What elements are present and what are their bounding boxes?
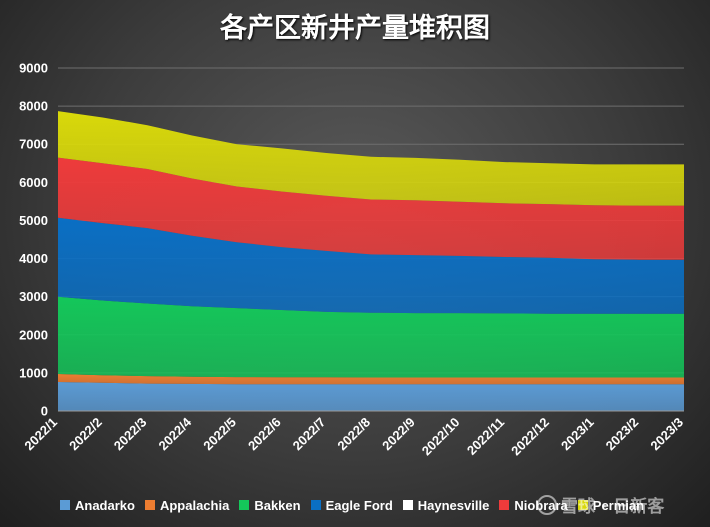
- x-tick-label: 2023/2: [603, 415, 642, 454]
- x-tick-label: 2022/10: [419, 415, 463, 459]
- x-tick-label: 2022/8: [334, 415, 373, 454]
- legend-swatch: [577, 500, 588, 510]
- legend-swatch: [144, 500, 155, 510]
- legend-label: Bakken: [254, 497, 301, 513]
- legend-swatch: [60, 500, 70, 510]
- x-tick-label: 2022/7: [290, 415, 329, 454]
- legend-label: Anadarko: [75, 497, 135, 513]
- legend-label: Permian: [592, 497, 645, 513]
- legend-swatch: [402, 500, 413, 510]
- watermark: 雪球 · 日新客: [537, 492, 664, 517]
- legend-label: Appalachia: [159, 497, 230, 513]
- area-bakken: [58, 296, 684, 378]
- y-tick-label: 8000: [19, 99, 48, 114]
- legend-swatch: [499, 500, 510, 510]
- legend-label: Eagle Ford: [325, 497, 393, 513]
- area-eagle-ford: [58, 217, 684, 314]
- y-tick-label: 6000: [19, 175, 48, 190]
- x-tick-label: 2022/12: [508, 415, 552, 459]
- snowball-logo-icon: [537, 494, 557, 515]
- legend-item: Bakken: [239, 497, 301, 513]
- area-appalachia: [58, 374, 684, 385]
- y-tick-label: 4000: [19, 251, 48, 266]
- legend-item: Eagle Ford: [310, 497, 393, 513]
- legend-item: Permian: [577, 497, 645, 513]
- legend-swatch: [310, 500, 321, 510]
- legend-item: Appalachia: [144, 497, 230, 513]
- y-tick-label: 2000: [19, 327, 48, 342]
- area-permian: [58, 111, 684, 206]
- x-tick-label: 2023/3: [647, 415, 686, 454]
- x-tick-label: 2022/4: [156, 414, 195, 453]
- y-tick-label: 3000: [19, 289, 48, 304]
- y-tick-label: 0: [41, 404, 48, 419]
- legend-item: Anadarko: [60, 498, 135, 513]
- area-niobrara: [58, 157, 684, 260]
- watermark-text: 雪球 · 日新客: [561, 497, 665, 517]
- x-tick-label: 2022/11: [464, 415, 507, 458]
- x-tick-label: 2022/6: [245, 415, 284, 454]
- area-anadarko: [58, 382, 684, 411]
- x-tick-label: 2022/5: [200, 415, 239, 454]
- legend-item: Haynesville: [402, 497, 490, 513]
- x-tick-label: 2022/1: [21, 415, 60, 454]
- y-tick-label: 7000: [19, 137, 48, 152]
- legend-swatch: [239, 500, 250, 510]
- stacked-areas: [58, 111, 684, 411]
- chart-title: 各产区新井产量堆积图: [220, 13, 490, 44]
- x-tick-label: 2023/1: [558, 415, 597, 454]
- legend-label: Haynesville: [417, 497, 490, 513]
- y-tick-label: 5000: [19, 213, 48, 228]
- x-tick-label: 2022/3: [111, 415, 150, 454]
- y-tick-label: 9000: [19, 61, 48, 76]
- y-tick-label: 1000: [19, 365, 48, 380]
- x-tick-label: 2022/9: [379, 415, 418, 454]
- x-tick-label: 2022/2: [66, 415, 105, 454]
